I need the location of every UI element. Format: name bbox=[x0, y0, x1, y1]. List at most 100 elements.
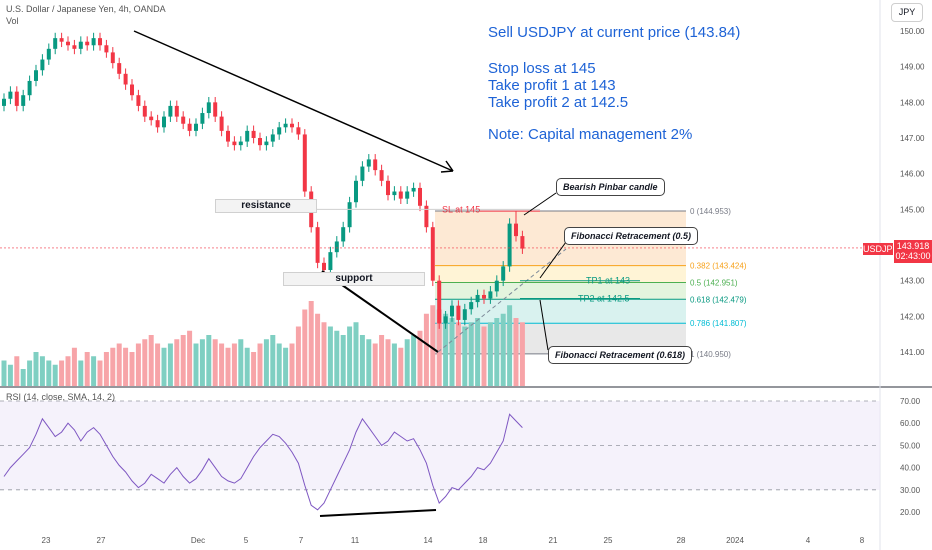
note-capital: Note: Capital management 2% bbox=[488, 126, 693, 143]
fib-level-label: 0 (144.953) bbox=[690, 207, 731, 216]
candle-body bbox=[386, 180, 390, 196]
fib-level-label: 0.5 (142.951) bbox=[690, 278, 738, 287]
callout-bearish-pinbar[interactable]: Bearish Pinbar candle bbox=[556, 178, 665, 196]
candle-body bbox=[123, 73, 128, 85]
candle-body bbox=[2, 98, 6, 106]
volume-bar bbox=[385, 339, 391, 386]
candle-body bbox=[187, 123, 192, 131]
volume-bar bbox=[110, 347, 116, 386]
support-label[interactable]: support bbox=[283, 272, 425, 286]
price-axis[interactable]: 150.00 149.00 148.00 147.00 146.00 145.00 143.… bbox=[900, 27, 925, 357]
volume-bar bbox=[417, 330, 423, 386]
candle-body bbox=[443, 316, 448, 324]
volume-bar bbox=[500, 313, 506, 386]
volume-bar bbox=[97, 360, 103, 386]
candle-body bbox=[59, 38, 64, 42]
price-tick-label: 142.00 bbox=[900, 312, 925, 321]
volume-bar bbox=[123, 347, 129, 386]
volume-bar bbox=[436, 309, 442, 386]
candle-body bbox=[149, 116, 154, 121]
price-badge-price: 143.918 bbox=[896, 241, 930, 251]
candle-body bbox=[514, 223, 518, 237]
candle-body bbox=[104, 45, 109, 53]
candle-body bbox=[8, 91, 13, 99]
callout-fib-05[interactable]: Fibonacci Retracement (0.5) bbox=[564, 227, 699, 245]
volume-bar bbox=[315, 313, 321, 386]
volume-bar bbox=[404, 339, 410, 386]
candle-body bbox=[85, 41, 90, 46]
candle-body bbox=[520, 236, 525, 249]
volume-bar bbox=[283, 347, 289, 386]
time-tick-label: 21 bbox=[549, 536, 558, 545]
volume-bar bbox=[78, 360, 84, 386]
sl-label: SL at 145 bbox=[442, 204, 480, 214]
price-tick-label: 149.00 bbox=[900, 63, 925, 72]
volume-bar bbox=[238, 339, 244, 386]
volume-bar bbox=[327, 326, 333, 386]
fib-band bbox=[435, 265, 686, 283]
currency-button[interactable]: JPY bbox=[891, 3, 923, 22]
volume-bar bbox=[71, 347, 77, 386]
volume-bar bbox=[161, 347, 167, 386]
time-tick-label: 14 bbox=[424, 536, 433, 545]
volume-bar bbox=[347, 326, 353, 386]
candle-body bbox=[354, 180, 358, 203]
candle-body bbox=[462, 309, 467, 320]
volume-bar bbox=[379, 335, 385, 386]
fib-band bbox=[435, 282, 686, 300]
candle-body bbox=[418, 187, 422, 206]
volume-bar bbox=[7, 364, 13, 386]
volume-bar bbox=[462, 326, 468, 386]
candle-body bbox=[251, 130, 256, 139]
time-tick-label: 4 bbox=[806, 536, 811, 545]
callout-fib-0618[interactable]: Fibonacci Retracement (0.618) bbox=[548, 346, 693, 364]
price-badge-countdown: 02:43:00 bbox=[895, 251, 931, 261]
candle-body bbox=[450, 305, 454, 317]
candle-body bbox=[411, 187, 416, 192]
rsi-tick-label: 30.00 bbox=[900, 486, 921, 495]
candle-body bbox=[98, 38, 102, 46]
volume-bar bbox=[295, 326, 301, 386]
candle-body bbox=[507, 223, 512, 267]
candle-body bbox=[328, 252, 333, 270]
candle-body bbox=[40, 59, 45, 71]
candle-body bbox=[66, 41, 70, 46]
volume-bar bbox=[449, 318, 455, 386]
candle-body bbox=[334, 241, 339, 253]
candle-body bbox=[213, 102, 218, 117]
volume-bar bbox=[302, 309, 308, 386]
volume-bar bbox=[263, 339, 269, 386]
volume-bar bbox=[321, 322, 327, 386]
volume-bar bbox=[353, 322, 359, 386]
candle-body bbox=[437, 280, 442, 324]
fib-level-label: 0.786 (141.807) bbox=[690, 319, 747, 328]
rsi-pane[interactable]: 70.00 60.00 50.00 40.00 30.00 20.00 bbox=[0, 397, 921, 517]
volume-bar bbox=[142, 339, 148, 386]
rsi-tick-label: 60.00 bbox=[900, 419, 921, 428]
volume-bar bbox=[270, 335, 276, 386]
volume-bar bbox=[187, 330, 193, 386]
volume-bar bbox=[455, 322, 461, 386]
volume-bar bbox=[135, 343, 141, 386]
volume-bar bbox=[308, 301, 314, 386]
candle-body bbox=[258, 138, 262, 146]
volume-bar bbox=[519, 322, 525, 386]
time-axis[interactable]: 23 27 Dec 5 7 11 14 18 21 25 28 2024 4 8 bbox=[42, 536, 865, 545]
volume-bar bbox=[494, 318, 500, 386]
candle-body bbox=[283, 123, 288, 128]
volume-bar bbox=[468, 322, 474, 386]
volume-bar bbox=[251, 352, 257, 386]
candle-body bbox=[117, 63, 122, 74]
volume-bar bbox=[423, 313, 429, 386]
candle-body bbox=[181, 116, 186, 124]
volume-bar bbox=[20, 369, 26, 386]
candle-body bbox=[226, 130, 230, 142]
resistance-label[interactable]: resistance bbox=[215, 199, 317, 213]
tp2-label: TP2 at 142.5 bbox=[578, 294, 630, 304]
price-tick-label: 147.00 bbox=[900, 134, 925, 143]
trendline-drawings[interactable]: SL at 145 TP1 at 143 TP2 at 142.5 bbox=[0, 30, 880, 353]
volume-bar bbox=[33, 352, 39, 386]
volume-bar bbox=[180, 335, 186, 386]
